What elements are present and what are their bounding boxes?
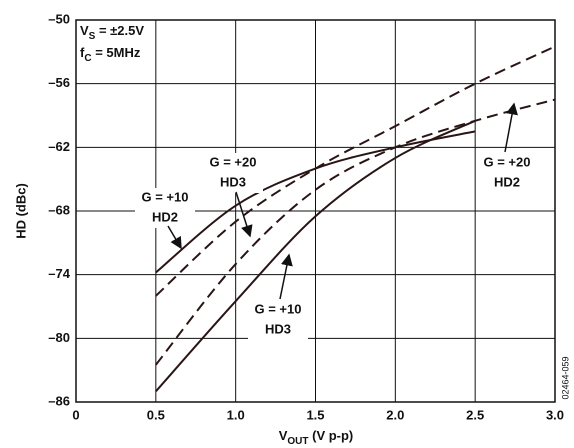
annotation-text: G = +20 xyxy=(484,154,531,169)
annotation-text: G = +10 xyxy=(255,301,302,316)
y-tick-label: –80 xyxy=(48,330,70,345)
x-tick-label: 2.0 xyxy=(386,407,404,422)
annotation-arrow xyxy=(235,191,253,238)
series-line xyxy=(155,98,556,366)
x-axis-label: VOUT (V p-p) xyxy=(279,428,354,446)
annotation-arrow xyxy=(167,225,182,250)
plot-frame xyxy=(75,19,556,403)
annotation-arrow xyxy=(279,253,293,300)
y-axis-label: HD (dBc) xyxy=(13,183,28,239)
series-line xyxy=(155,119,476,393)
figure-code: 02464-059 xyxy=(560,356,570,399)
x-tick-label: 0 xyxy=(72,407,79,422)
annotation-arrow xyxy=(504,102,518,153)
series-line xyxy=(155,45,556,297)
annotation-text: HD3 xyxy=(265,321,291,336)
annotation-bg xyxy=(203,153,263,193)
annotation-bg xyxy=(248,300,308,340)
annotation-text: HD2 xyxy=(494,174,520,189)
y-tick-label: –74 xyxy=(48,266,70,281)
y-tick-label: –86 xyxy=(48,393,70,408)
x-tick-label: 2.5 xyxy=(466,407,484,422)
y-tick-label: –68 xyxy=(48,202,70,217)
x-tick-label: 1.0 xyxy=(227,407,245,422)
annotation-bg xyxy=(477,153,537,193)
annotation-text: HD3 xyxy=(220,174,246,189)
x-tick-label: 3.0 xyxy=(546,407,564,422)
x-tick-label: 0.5 xyxy=(147,407,165,422)
supply-label: VS = ±2.5V xyxy=(80,23,144,41)
annotation-text: HD2 xyxy=(152,209,178,224)
y-tick-label: –56 xyxy=(48,75,70,90)
annotation-bg xyxy=(135,188,195,228)
x-tick-label: 1.5 xyxy=(306,407,324,422)
y-tick-label: –50 xyxy=(48,11,70,26)
annotation-text: G = +10 xyxy=(142,189,189,204)
y-tick-label: –62 xyxy=(48,139,70,154)
freq-label: fC = 5MHz xyxy=(80,45,141,63)
annotation-text: G = +20 xyxy=(210,154,257,169)
